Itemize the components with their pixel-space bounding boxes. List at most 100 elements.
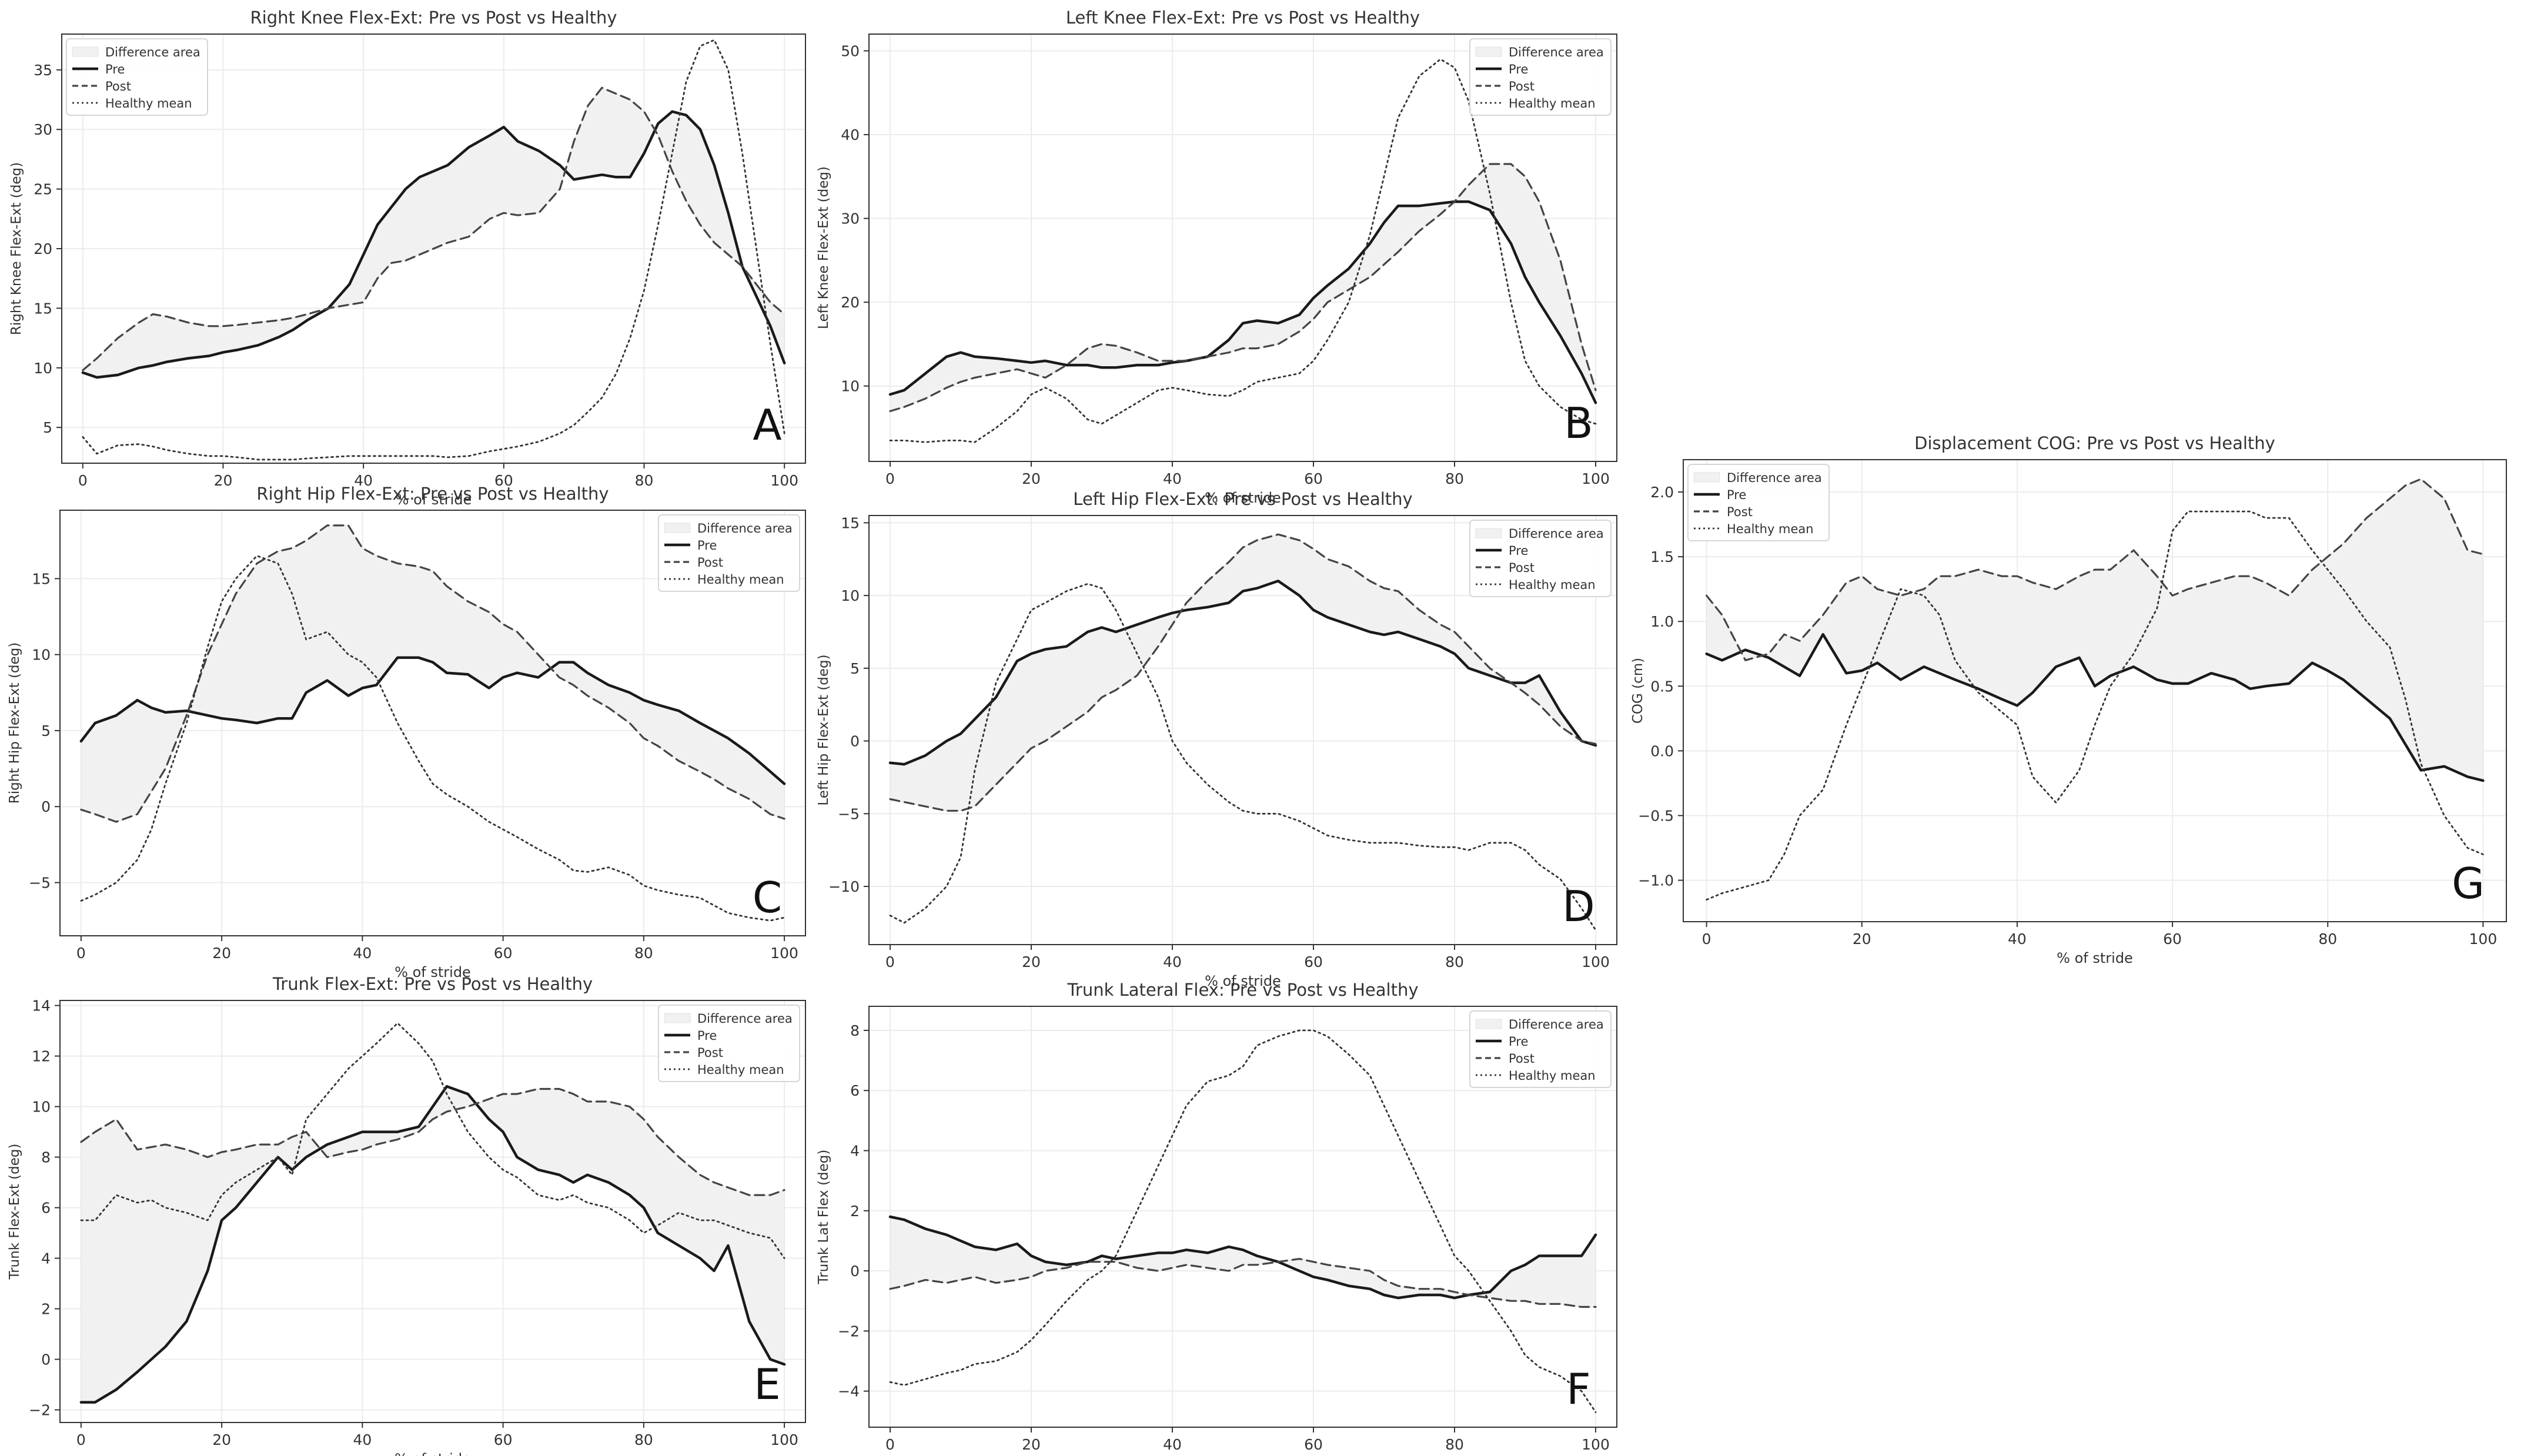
legend: Difference area Pre Post Healthy mean — [1469, 1010, 1612, 1088]
x-tick-label: 80 — [1445, 953, 1464, 970]
legend: Difference area Pre Post Healthy mean — [1469, 38, 1612, 116]
series-line-post — [889, 163, 1597, 413]
plot-frame — [868, 1006, 1617, 1428]
legend-swatch-difference-area — [664, 1013, 691, 1023]
series-line-healthy-mean — [1706, 510, 2484, 901]
series-line-healthy-mean — [80, 555, 785, 922]
x-tick-label: 0 — [885, 1436, 895, 1453]
legend-label: Pre — [105, 62, 125, 76]
y-tick-label: 4 — [850, 1142, 860, 1159]
legend-label: Healthy mean — [1727, 522, 1814, 536]
x-tick-label: 0 — [78, 472, 88, 489]
y-tick-label: 15 — [32, 570, 51, 587]
legend-label: Pre — [1509, 544, 1528, 558]
legend-box — [1469, 1010, 1612, 1088]
legend-label: Difference area — [1509, 1017, 1604, 1032]
legend-label: Healthy mean — [1509, 1069, 1596, 1083]
plot-frame — [59, 1000, 806, 1423]
legend-label: Difference area — [1509, 45, 1604, 59]
series-line-healthy-mean — [889, 1029, 1597, 1413]
legend-swatch-difference-area — [1475, 1019, 1502, 1029]
legend-box — [658, 514, 800, 592]
x-tick-label: 0 — [885, 953, 895, 970]
legend-box — [66, 38, 208, 116]
y-tick-label: 5 — [41, 722, 51, 739]
y-tick-label: 20 — [841, 294, 860, 311]
series-line-healthy-mean — [80, 1022, 785, 1259]
x-tick-label: 60 — [494, 472, 513, 489]
series-line-healthy-mean — [82, 39, 785, 461]
y-tick-label: 6 — [850, 1082, 860, 1099]
x-tick-label: 20 — [1853, 930, 1871, 948]
x-tick-label: 100 — [1582, 470, 1610, 487]
y-axis-label: Left Hip Flex-Ext (deg) — [816, 654, 831, 805]
x-tick-label: 100 — [770, 945, 798, 962]
y-tick-label: 20 — [34, 240, 52, 257]
legend-label: Pre — [697, 1029, 717, 1043]
y-tick-label: −2 — [838, 1323, 860, 1340]
chart-panel-f: 0 20 40 60 80 100 −4 −2 0 2 4 6 8 Trunk Lateral Flex:… — [816, 980, 1617, 1456]
panel-letter: G — [2452, 859, 2485, 908]
series-line-healthy-mean — [889, 58, 1597, 443]
y-tick-label: 6 — [41, 1200, 51, 1217]
chart-panel-c: 0 20 40 60 80 100 −5 0 5 10 15 Right Hip Flex-Ext: … — [7, 484, 806, 980]
legend-box — [658, 1005, 800, 1082]
x-tick-label: 60 — [494, 1431, 513, 1448]
y-tick-label: 35 — [34, 62, 52, 79]
series-line-pre — [888, 580, 1597, 766]
legend-swatch-difference-area — [72, 46, 99, 57]
x-tick-label: 80 — [634, 1431, 653, 1448]
y-tick-label: 14 — [32, 998, 51, 1015]
legend-label: Post — [697, 555, 723, 570]
legend-label: Difference area — [105, 45, 200, 59]
series-line-post — [889, 1258, 1597, 1308]
panel-letter: F — [1566, 1364, 1590, 1414]
plot-frame — [868, 515, 1617, 945]
y-tick-label: 8 — [41, 1149, 51, 1166]
y-axis-label: Right Knee Flex-Ext (deg) — [9, 162, 24, 335]
chart-panel-b: 0 20 40 60 80 100 10 20 30 40 50 Left Knee Flex-Ext… — [816, 8, 1617, 506]
x-tick-label: 20 — [212, 1431, 231, 1448]
panel-letter: C — [753, 873, 782, 922]
y-tick-label: 0.5 — [1650, 678, 1674, 695]
chart-panel-e: 0 20 40 60 80 100 −2 0 2 4 6 8 10 12 14 Trunk Flex-Ext:… — [7, 974, 806, 1456]
legend-label: Pre — [1509, 1035, 1528, 1049]
series-line-post — [82, 86, 785, 371]
x-tick-label: 100 — [770, 1431, 798, 1448]
y-axis-label: Trunk Flex-Ext (deg) — [7, 1144, 22, 1280]
x-axis-label: % of stride — [1205, 973, 1281, 989]
difference-area — [890, 1216, 1596, 1307]
panel-letter: D — [1562, 882, 1594, 931]
series-line-post — [1706, 478, 2484, 661]
legend: Difference area Pre Post Healthy mean — [658, 1005, 800, 1082]
y-tick-label: 0 — [41, 1351, 51, 1368]
x-tick-label: 20 — [1022, 470, 1041, 487]
y-axis-label: COG (cm) — [1630, 658, 1646, 724]
legend-label: Post — [1509, 1052, 1535, 1066]
x-tick-label: 80 — [1445, 470, 1464, 487]
x-axis-label: % of stride — [395, 964, 471, 980]
x-axis-label: % of stride — [396, 491, 472, 508]
legend-swatch-difference-area — [1475, 46, 1502, 57]
chart-panel-a: 0 20 40 60 80 100 5 10 15 20 25 30 35 Right Knee Flex… — [9, 8, 806, 508]
y-tick-label: 2 — [850, 1203, 860, 1220]
legend-label: Difference area — [1509, 527, 1604, 541]
series-line-pre — [1705, 632, 2485, 782]
x-tick-label: 100 — [1582, 1436, 1610, 1453]
series-line-pre — [81, 110, 786, 379]
y-tick-label: 10 — [841, 587, 860, 604]
chart-title: Left Knee Flex-Ext: Pre vs Post vs Healt… — [1066, 8, 1420, 28]
y-tick-label: −5 — [29, 875, 51, 892]
y-tick-label: 10 — [841, 378, 860, 395]
legend-label: Post — [1509, 79, 1535, 93]
series-line-pre — [79, 656, 786, 785]
series-line-post — [80, 1087, 785, 1196]
y-axis-label: Trunk Lat Flex (deg) — [816, 1150, 831, 1285]
legend-box — [1687, 464, 1830, 541]
x-axis-label: % of stride — [2057, 950, 2133, 966]
x-tick-label: 60 — [2163, 930, 2182, 948]
y-tick-label: 5 — [43, 419, 52, 436]
series-line-pre — [888, 1215, 1597, 1300]
y-axis-label: Right Hip Flex-Ext (deg) — [7, 642, 22, 804]
